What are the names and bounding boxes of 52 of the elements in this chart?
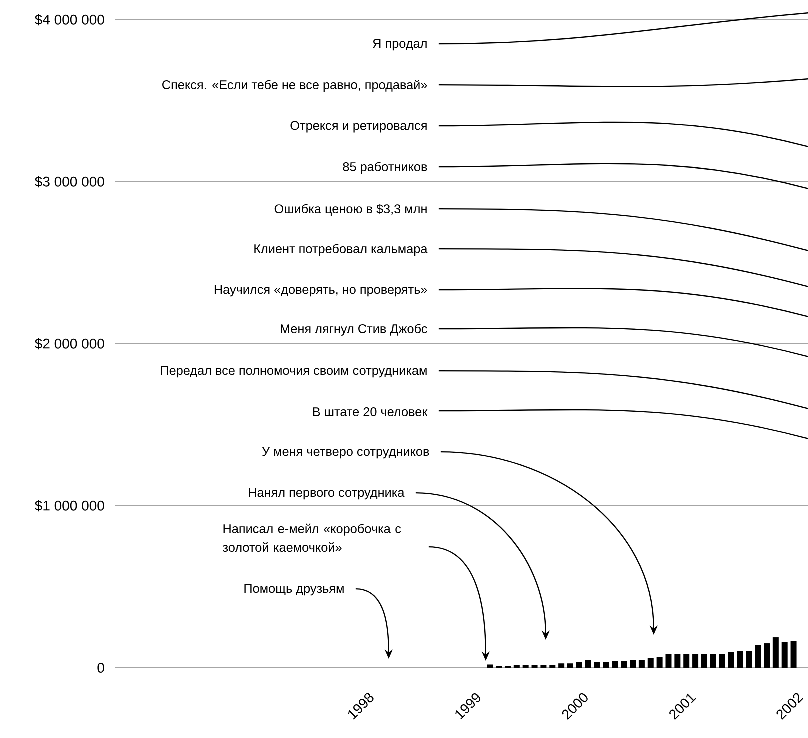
annotation: Клиент потребовал кальмара <box>254 244 428 256</box>
bar <box>522 665 529 668</box>
annotation: Нанял первого сотрудника <box>249 488 405 500</box>
bar <box>532 665 538 668</box>
annotation: Меня лягнул Стив Джобс <box>281 324 428 336</box>
bar <box>550 665 556 668</box>
annotation: Передал все полномочия своим сотрудникам <box>161 366 427 378</box>
annotation: Ошибка ценою в $3,3 млн <box>274 204 427 216</box>
bar <box>630 660 636 668</box>
bar <box>514 665 520 668</box>
bar <box>692 654 699 668</box>
bar <box>603 662 610 668</box>
bar <box>540 665 547 668</box>
annotation: Отрекся и ретировался <box>290 121 427 133</box>
bar <box>585 660 592 668</box>
bar <box>719 654 726 668</box>
annotation: Научился «доверять, но проверять» <box>214 285 428 297</box>
annotation: Я продал <box>373 39 427 51</box>
y-tick-label: 0 <box>98 663 104 673</box>
y-tick-label: $3 000 000 <box>35 176 104 188</box>
bar <box>755 645 762 668</box>
bar <box>576 662 582 668</box>
bar <box>487 664 494 668</box>
annotation: В штате 20 человек <box>313 408 428 416</box>
annotation: Помощь друзьям <box>244 584 344 596</box>
bar <box>568 664 574 668</box>
bar <box>656 657 663 668</box>
annotation: У меня четверо сотрудников <box>262 447 430 459</box>
bar <box>666 654 672 668</box>
bar <box>764 644 770 668</box>
bar <box>621 661 628 668</box>
annotation: 85 работников <box>343 162 428 174</box>
bar <box>701 654 708 668</box>
y-tick-label: $2 000 000 <box>35 338 104 350</box>
bar <box>790 641 797 668</box>
bar <box>594 662 600 668</box>
y-tick-label: $4 000 000 <box>35 14 104 26</box>
bar <box>612 661 618 668</box>
bar <box>772 638 779 668</box>
bar <box>674 654 681 668</box>
bar <box>728 652 734 668</box>
bar <box>638 660 645 668</box>
bar <box>737 651 744 668</box>
annotation: Спекся. «Если тебе не все равно, продавай» <box>162 80 428 92</box>
bar <box>558 664 565 668</box>
bar <box>710 654 716 668</box>
bar <box>684 654 690 668</box>
annotation: Написал е-мейл «коробочка с золотой каемочкой» <box>223 524 402 552</box>
y-tick-label: $1 000 000 <box>35 500 104 512</box>
bar <box>782 642 788 668</box>
bar <box>648 658 654 668</box>
bar <box>746 651 752 668</box>
